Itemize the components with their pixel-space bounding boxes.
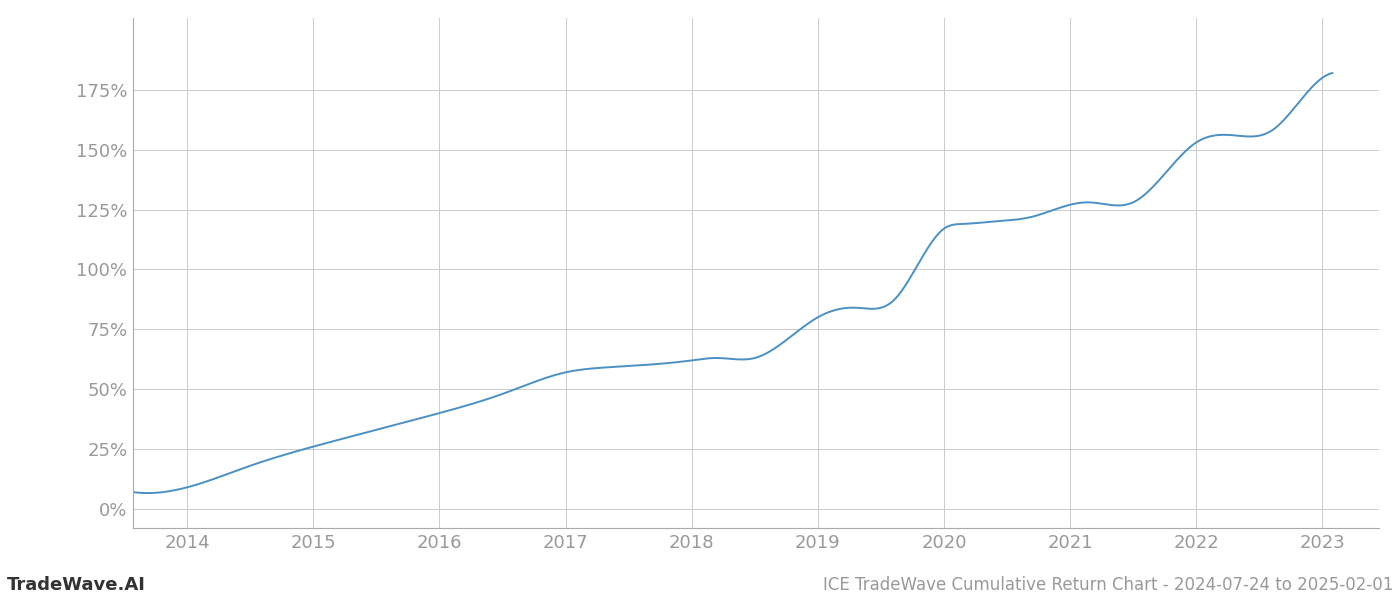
Text: TradeWave.AI: TradeWave.AI	[7, 576, 146, 594]
Text: ICE TradeWave Cumulative Return Chart - 2024-07-24 to 2025-02-01: ICE TradeWave Cumulative Return Chart - …	[823, 576, 1393, 594]
